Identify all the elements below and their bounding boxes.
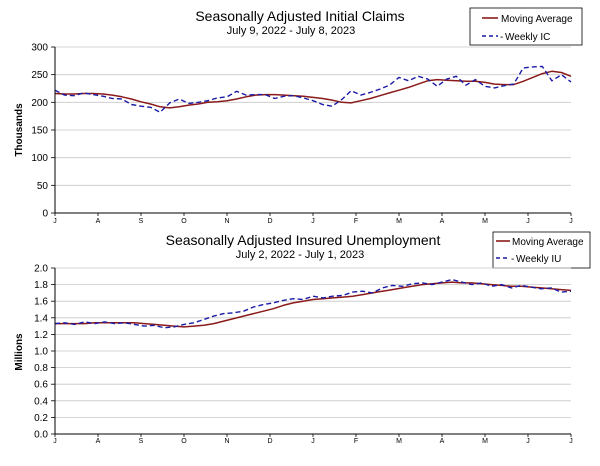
legend-dash-weekly-ic: - [500,32,503,43]
y-tick-label: 0.8 [34,363,48,374]
chart-title: Seasonally Adjusted Initial Claims [195,8,404,24]
series-line-weekly-iu [54,278,572,329]
gridlines [55,46,571,186]
y-tick-label: 1.8 [34,280,48,291]
y-tick-label: 2.0 [34,264,48,275]
x-tick-label: A [96,438,101,445]
y-tick-label: 300 [31,43,48,54]
series-lines [54,278,572,329]
y-tick-label: 100 [31,153,48,164]
y-tick-label: 1.4 [34,313,48,324]
y-tick-label: 0.2 [34,413,48,424]
legend: Moving Average - Weekly IC [469,7,583,46]
series-lines [54,65,572,114]
x-tick-label: J [526,438,530,445]
x-tick-label: J [53,218,57,225]
y-tick-label: 200 [31,98,48,109]
y-tick-label: 0 [42,209,48,220]
y-axis-label: Millions [14,333,25,371]
series-line-moving-average [54,70,572,109]
x-tick-label: O [181,218,187,225]
y-tick-labels: 0.0 0.2 0.4 0.6 0.8 1.0 1.2 1.4 1.6 1.8 2.0 [34,264,55,441]
y-tick-label: 0.4 [34,396,48,407]
x-tick-label: J [569,438,573,445]
x-tick-label: S [139,218,144,225]
x-tick-label: F [354,218,358,225]
legend-box [492,231,591,269]
legend-label-weekly-ic: Weekly IC [505,32,550,43]
gridlines [55,267,571,418]
x-tick-label: M [482,218,488,225]
x-tick-label: D [267,218,272,225]
legend-box [469,7,583,46]
y-tick-label: 50 [37,181,49,192]
x-tick-label: M [396,218,402,225]
x-tick-label: J [526,218,530,225]
x-tick-label: A [440,438,445,445]
y-axis-label: Thousands [14,103,25,157]
y-tick-label: 1.2 [34,330,48,341]
x-tick-label: J [53,438,57,445]
x-tick-label: M [396,438,402,445]
x-tick-label: A [440,218,445,225]
y-tick-label: 0.6 [34,380,48,391]
initial-claims-chart: Seasonally Adjusted Initial Claims July … [14,7,583,225]
y-tick-label: 250 [31,70,48,81]
legend-dash-weekly-iu: - [511,254,514,265]
legend: Moving Average - Weekly IU [492,231,591,269]
chart-subtitle: July 2, 2022 - July 1, 2023 [236,249,364,261]
x-tick-label: M [482,438,488,445]
x-tick-label: N [224,218,229,225]
legend-label-moving-average: Moving Average [512,237,584,248]
chart-subtitle: July 9, 2022 - July 8, 2023 [227,25,355,37]
series-line-moving-average [55,281,572,328]
x-tick-label: N [224,438,229,445]
x-tick-label: F [354,438,358,445]
legend-label-moving-average: Moving Average [501,14,573,25]
y-tick-label: 150 [31,126,48,137]
y-tick-label: 1.6 [34,297,48,308]
x-tick-label: A [96,218,101,225]
x-tick-label: D [267,438,272,445]
y-tick-label: 0.0 [34,430,48,441]
x-tick-label: J [569,218,573,225]
y-tick-label: 1.0 [34,347,48,358]
y-tick-labels: 0 50 100 150 200 250 300 [31,43,55,220]
chart-title: Seasonally Adjusted Insured Unemployment [166,232,441,248]
x-tick-label: O [181,438,187,445]
series-line-weekly-ic [54,65,572,114]
x-tick-label: S [139,438,144,445]
x-tick-label: J [311,218,315,225]
insured-unemployment-chart: Seasonally Adjusted Insured Unemployment… [14,231,591,445]
x-tick-label: J [311,438,315,445]
legend-label-weekly-iu: Weekly IU [516,254,561,265]
